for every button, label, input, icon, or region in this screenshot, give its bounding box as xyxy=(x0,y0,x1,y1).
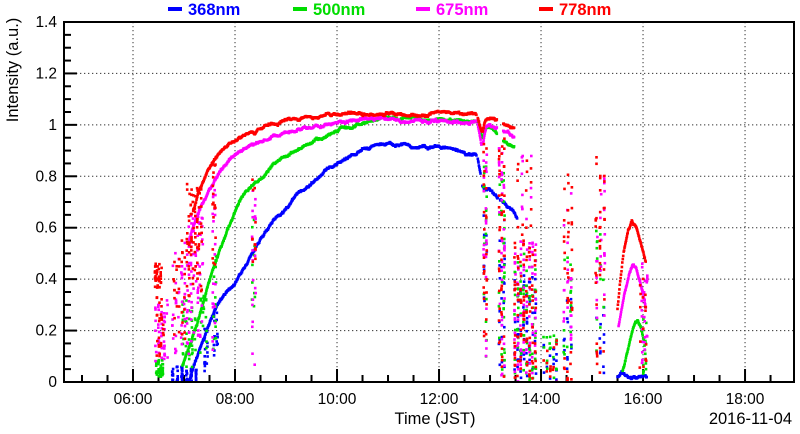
y-tick-label: 0.8 xyxy=(35,168,57,185)
legend-label: 675nm xyxy=(436,1,488,19)
series-778nm xyxy=(153,109,648,382)
frame-border xyxy=(63,21,795,383)
x-tick-label: 18:00 xyxy=(726,391,765,408)
series-368nm xyxy=(170,140,648,382)
x-tick-label: 08:00 xyxy=(216,391,255,408)
legend-label: 500nm xyxy=(313,1,365,19)
y-tick-label: 1.2 xyxy=(35,65,57,82)
y-tick-label: 0 xyxy=(48,374,57,391)
x-tick-labels: 06:00 08:00 10:00 12:00 14:00 16:00 18:00 xyxy=(114,391,765,408)
x-tick-label: 10:00 xyxy=(318,391,357,408)
x-tick-label: 16:00 xyxy=(624,391,663,408)
date-label: 2016-11-04 xyxy=(709,410,792,428)
legend-item-500nm: 500nm xyxy=(293,1,365,19)
x-tick-label: 14:00 xyxy=(522,391,561,408)
gridlines xyxy=(64,22,794,382)
legend-label: 368nm xyxy=(188,1,240,19)
plot-frame xyxy=(63,21,795,383)
legend-item-778nm: 778nm xyxy=(539,1,611,19)
x-axis-title: Time (JST) xyxy=(395,410,476,428)
series-500nm xyxy=(154,113,648,382)
y-tick-labels: 0 0.2 0.4 0.6 0.8 1 1.2 1.4 xyxy=(35,14,57,391)
y-tick-label: 1 xyxy=(48,117,57,134)
y-tick-label: 0.2 xyxy=(35,323,57,340)
y-tick-label: 0.4 xyxy=(35,271,57,288)
series-points xyxy=(153,109,649,382)
x-tick-label: 06:00 xyxy=(114,391,153,408)
y-tick-label: 0.6 xyxy=(35,220,57,237)
legend-item-368nm: 368nm xyxy=(168,1,240,19)
axis-ticks xyxy=(64,21,772,383)
legend-label: 778nm xyxy=(559,1,611,19)
y-tick-label: 1.4 xyxy=(35,14,57,31)
legend-item-675nm: 675nm xyxy=(416,1,488,19)
y-axis-title: Intensity (a.u.) xyxy=(4,18,22,123)
x-tick-label: 12:00 xyxy=(420,391,459,408)
legend: 368nm 500nm 675nm 778nm xyxy=(168,1,611,19)
series-675nm xyxy=(154,115,649,382)
